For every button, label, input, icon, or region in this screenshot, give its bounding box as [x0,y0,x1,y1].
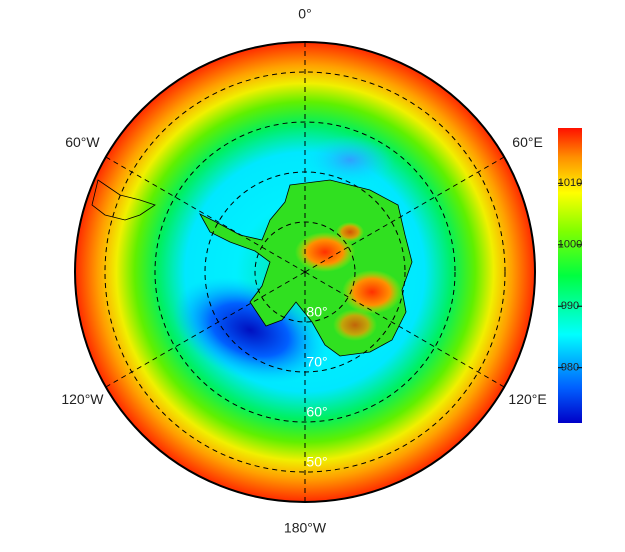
south-america [91,179,156,221]
longitude-label: 180°W [284,520,327,536]
meridian [105,156,306,273]
latitude-label: 50° [306,454,327,470]
longitude-label: 60°W [65,134,100,150]
longitude-label: 120°W [61,391,104,407]
colorbar-label: 980 [561,362,579,374]
longitude-label: 120°E [508,391,546,407]
latitude-label: 70° [306,354,327,370]
meridian [105,271,306,388]
meridian [304,271,505,388]
latitude-label: 80° [306,304,327,320]
latitude-circle [104,71,506,473]
latitude-circle [154,121,456,423]
longitude-label: 60°E [512,134,543,150]
colorbar-label: 1000 [558,239,582,251]
colorbar-label: 990 [561,300,579,312]
colorbar [558,128,582,423]
meridian [304,156,505,273]
colorbar-label: 1010 [558,177,582,189]
colorbar-ticks: 980 990 1000 1010 [558,177,582,373]
graticule: 80° 70° 60° 50° 0° 60°E 120°E 180°W 120°W 60°W [61,6,546,536]
latitude-label: 60° [306,404,327,420]
longitude-label: 0° [298,6,311,22]
